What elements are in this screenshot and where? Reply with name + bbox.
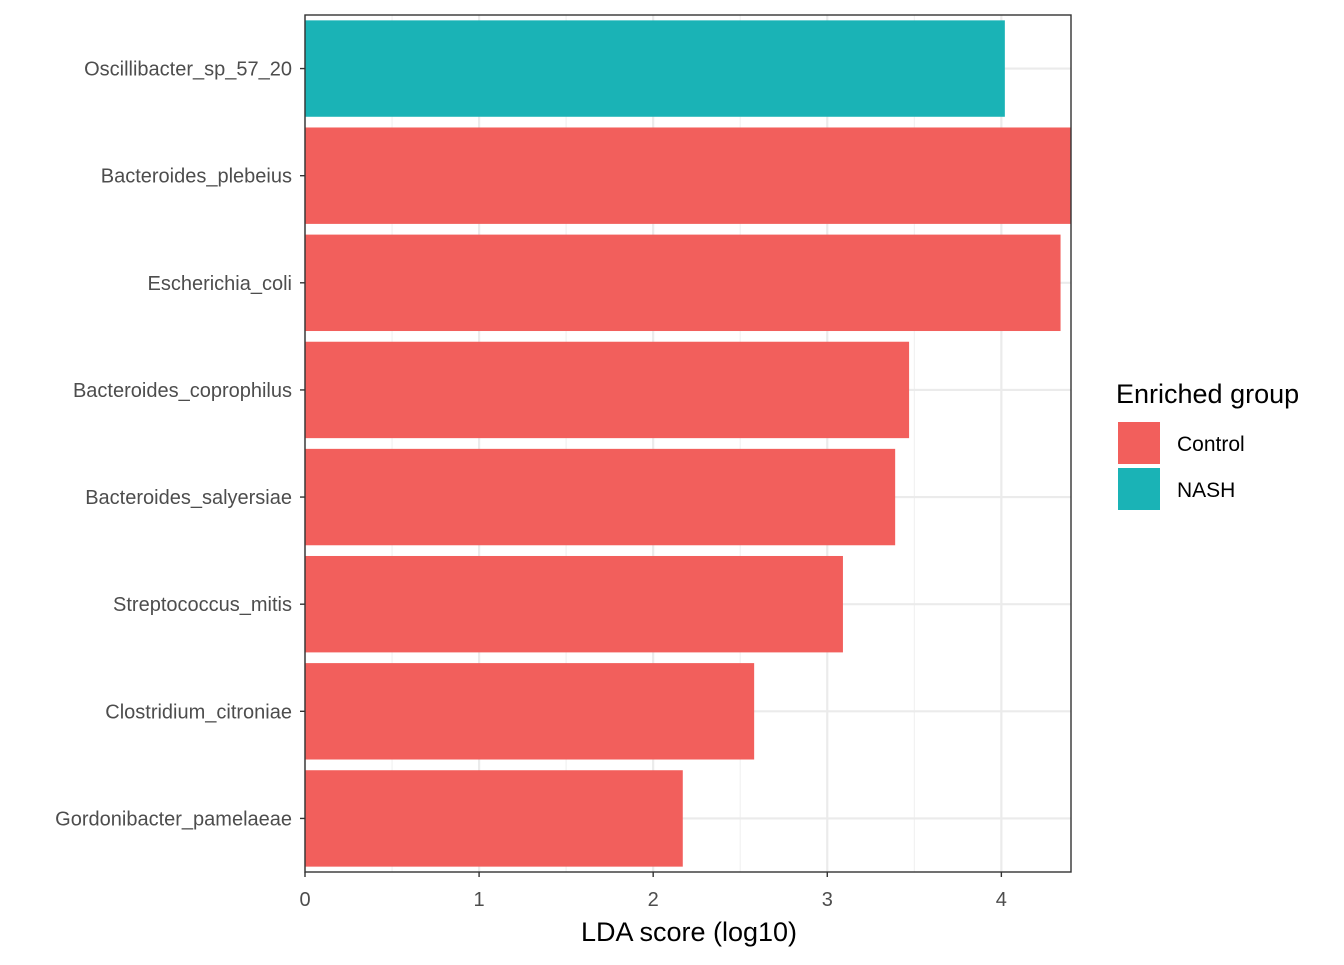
- bar: [305, 20, 1005, 117]
- legend-title: Enriched group: [1116, 379, 1299, 409]
- x-axis-title: LDA score (log10): [581, 917, 797, 947]
- bar: [305, 770, 683, 867]
- y-axis: Oscillibacter_sp_57_20 Bacteroides_plebei…: [55, 59, 305, 830]
- y-tick-label: Escherichia_coli: [147, 273, 292, 295]
- y-tick-label: Streptococcus_mitis: [113, 594, 292, 616]
- x-axis: 0 1 2 3 4: [299, 872, 1007, 911]
- legend-key: [1118, 422, 1160, 464]
- bar: [305, 555, 843, 653]
- x-tick-label: 2: [648, 889, 659, 911]
- x-tick-label: 1: [474, 889, 485, 911]
- x-tick-label: 4: [996, 889, 1007, 911]
- y-tick-label: Bacteroides_salyersiae: [85, 487, 292, 509]
- bar: [305, 663, 755, 760]
- bar: [305, 448, 896, 546]
- x-tick-label: 0: [299, 889, 310, 911]
- bar: [305, 341, 910, 439]
- bars: [305, 20, 1071, 867]
- y-tick-label: Bacteroides_plebeius: [101, 166, 292, 188]
- bar: [305, 234, 1061, 332]
- y-tick-label: Bacteroides_coprophilus: [73, 380, 292, 402]
- panel-border: [304, 14, 1072, 873]
- y-tick-label: Gordonibacter_pamelaeae: [55, 808, 292, 830]
- legend: Enriched group Control NASH: [1116, 379, 1299, 510]
- y-tick-label: Clostridium_citroniae: [105, 701, 292, 723]
- y-tick-label: Oscillibacter_sp_57_20: [84, 59, 292, 81]
- x-tick-label: 3: [822, 889, 833, 911]
- legend-label: NASH: [1177, 479, 1235, 502]
- legend-label: Control: [1177, 433, 1245, 456]
- legend-key: [1118, 468, 1160, 510]
- bar: [305, 127, 1071, 224]
